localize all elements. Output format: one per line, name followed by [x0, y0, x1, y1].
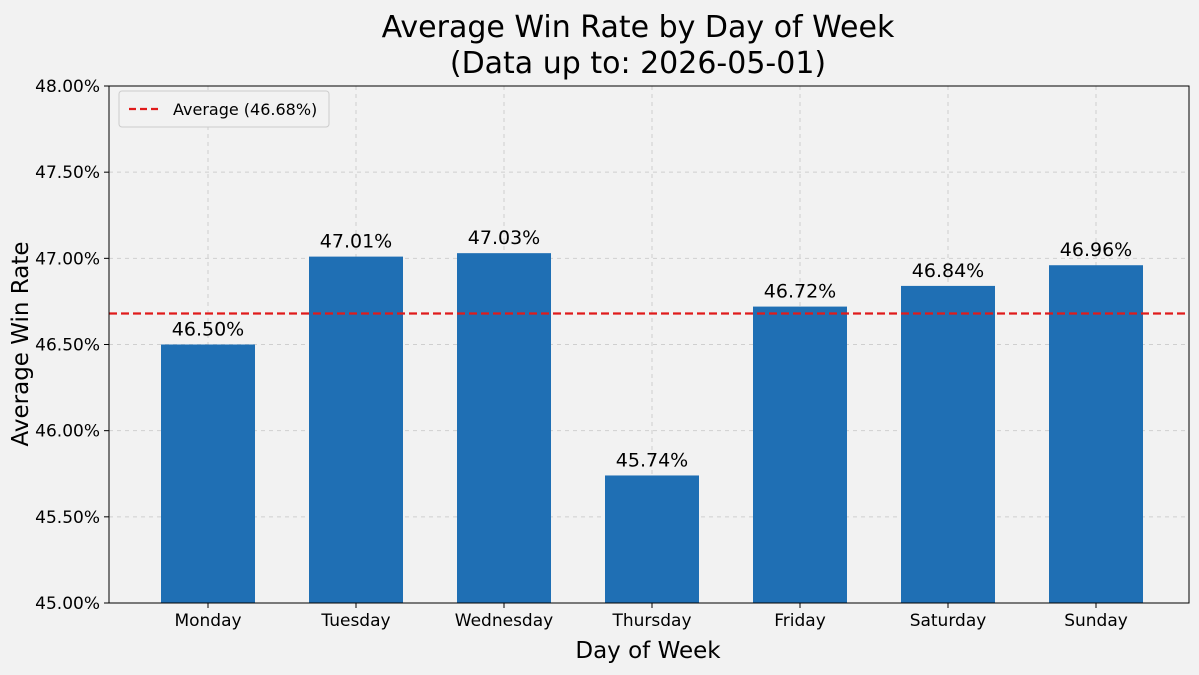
data-label-tuesday: 47.01% — [320, 231, 392, 253]
data-label-wednesday: 47.03% — [468, 227, 540, 249]
data-label-saturday: 46.84% — [912, 260, 984, 282]
y-tick-label-4: 47.00% — [35, 249, 100, 269]
y-tick-label-5: 47.50% — [35, 163, 100, 183]
y-tick-label-3: 46.50% — [35, 336, 100, 356]
bar-sunday — [1049, 265, 1143, 603]
legend: Average (46.68%) — [118, 90, 330, 128]
bar-thursday — [605, 475, 699, 603]
data-label-friday: 46.72% — [764, 281, 836, 303]
chart-title-line-1: Average Win Rate by Day of Week — [382, 10, 895, 45]
chart-title-line-2: (Data up to: 2026-05-01) — [450, 46, 826, 81]
data-label-monday: 46.50% — [172, 319, 244, 341]
y-tick-label-1: 45.50% — [35, 508, 100, 528]
y-tick-label-0: 45.00% — [35, 594, 100, 614]
legend-average-label: Average (46.68%) — [173, 100, 317, 119]
y-axis: 45.00% 45.50% 46.00% 46.50% 47.00% 47.50% 48.0… — [35, 77, 109, 614]
bar-wednesday — [457, 253, 551, 603]
x-tick-label-friday: Friday — [774, 611, 826, 631]
data-labels: 46.50% 47.01% 47.03% 45.74% 46.72% 46.84% 46.9… — [172, 227, 1132, 471]
x-tick-label-tuesday: Tuesday — [320, 611, 390, 631]
bar-friday — [753, 306, 847, 603]
x-tick-label-thursday: Thursday — [611, 611, 691, 631]
bar-saturday — [901, 285, 995, 603]
x-tick-label-monday: Monday — [174, 611, 241, 631]
bar-monday — [161, 344, 255, 603]
legend-box — [118, 90, 330, 128]
data-label-sunday: 46.96% — [1060, 239, 1132, 261]
y-tick-label-2: 46.00% — [35, 422, 100, 442]
data-label-thursday: 45.74% — [616, 449, 688, 471]
x-tick-label-wednesday: Wednesday — [455, 611, 553, 631]
y-tick-label-6: 48.00% — [35, 77, 100, 97]
bar-tuesday — [309, 256, 403, 603]
x-tick-label-sunday: Sunday — [1064, 611, 1128, 631]
y-axis-label: Average Win Rate — [8, 241, 34, 446]
x-axis-label: Day of Week — [575, 638, 721, 664]
x-tick-label-saturday: Saturday — [910, 611, 987, 631]
x-axis: Monday Tuesday Wednesday Thursday Friday Satu… — [174, 603, 1128, 631]
